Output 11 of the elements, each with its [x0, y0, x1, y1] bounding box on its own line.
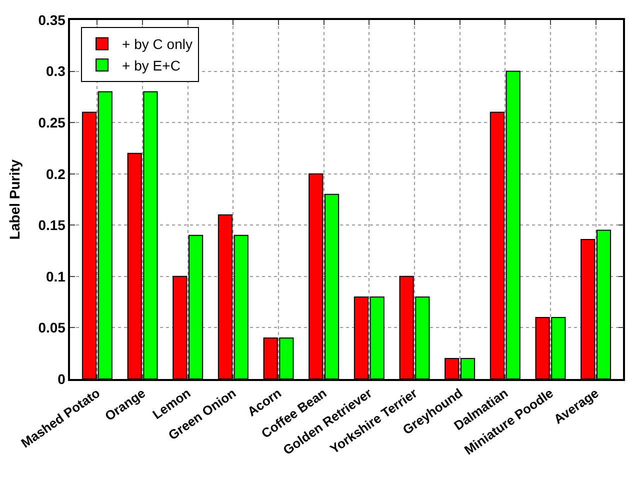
- y-tick-label: 0.3: [46, 63, 66, 80]
- y-tick-label: 0.05: [38, 320, 66, 336]
- legend-label: + by C only: [122, 36, 192, 52]
- y-axis-title: Label Purity: [6, 159, 22, 240]
- legend-label: + by E+C: [122, 57, 180, 74]
- y-tick-label: 0.25: [38, 114, 66, 130]
- y-tick-label: 0.2: [46, 166, 66, 182]
- y-tick-label: 0: [58, 370, 66, 387]
- y-tick-label: 0.15: [38, 217, 66, 234]
- y-tick-label: 0.1: [46, 268, 66, 284]
- y-tick-label: 0.35: [38, 12, 66, 28]
